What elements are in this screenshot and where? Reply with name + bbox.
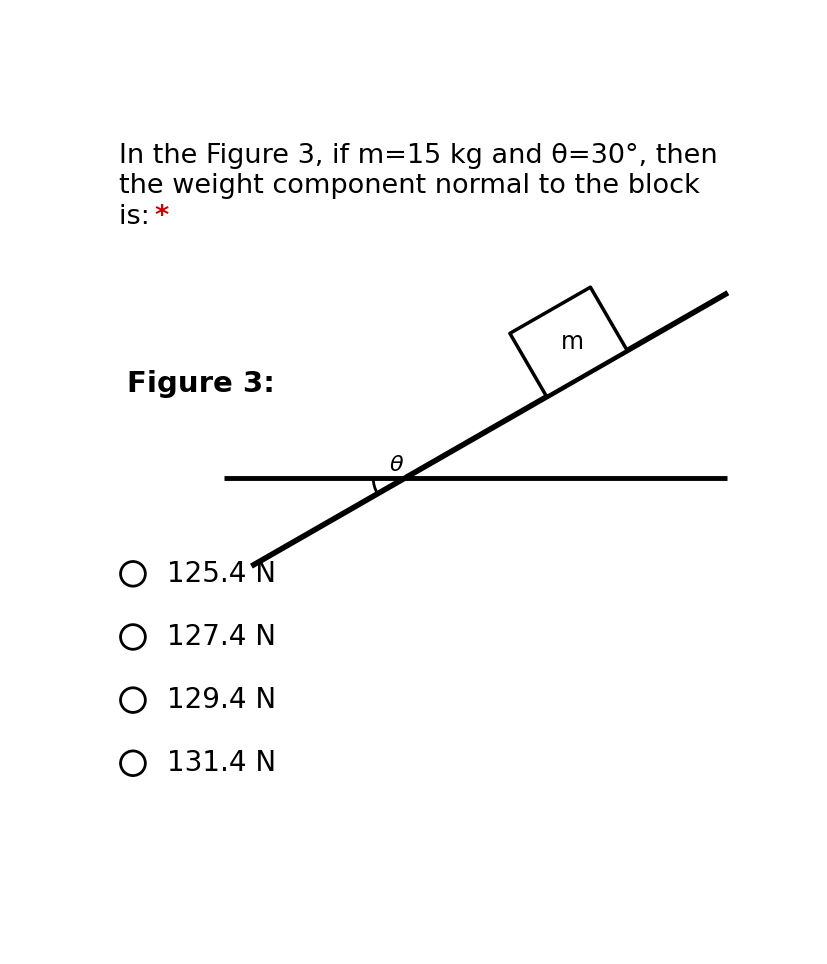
Polygon shape [509, 287, 627, 397]
Text: *: * [155, 204, 169, 230]
Text: is:: is: [119, 204, 158, 230]
Text: 131.4 N: 131.4 N [167, 749, 276, 777]
Text: 125.4 N: 125.4 N [167, 560, 275, 588]
Text: 129.4 N: 129.4 N [167, 686, 276, 714]
Text: the weight component normal to the block: the weight component normal to the block [119, 174, 699, 200]
Text: θ: θ [389, 455, 402, 474]
Text: Figure 3:: Figure 3: [127, 370, 275, 398]
Text: 127.4 N: 127.4 N [167, 623, 275, 651]
Text: In the Figure 3, if m=15 kg and θ=30°, then: In the Figure 3, if m=15 kg and θ=30°, t… [119, 143, 717, 169]
Text: m: m [560, 330, 583, 354]
